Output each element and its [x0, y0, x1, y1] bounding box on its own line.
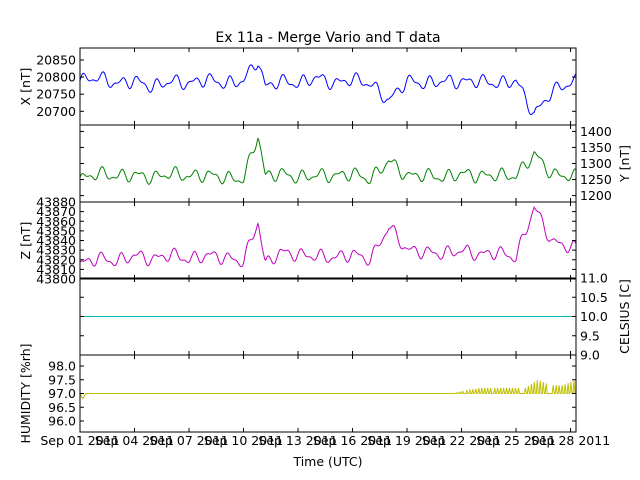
series-x: [80, 64, 576, 116]
panel-humidity: 96.096.597.097.598.0 HUMIDITY [%rh]: [18, 343, 577, 444]
y-tick-label: 10.5: [580, 290, 608, 305]
y-axis-label: CELSIUS [C]: [617, 279, 632, 354]
y-tick-label: 20700: [36, 104, 76, 119]
y-tick-label: 96.0: [48, 414, 76, 429]
y-axis-label: Y [nT]: [617, 145, 632, 183]
panel-z: 4380043810438204383043840438504386043870…: [18, 195, 577, 287]
x-tick-label: Sep 01 2011: [40, 433, 119, 448]
series-y: [80, 137, 576, 185]
axes-frame: [79, 124, 577, 203]
y-tick-label: 43870: [36, 204, 76, 219]
x-tick-label: Sep 25 2011: [476, 433, 555, 448]
x-tick-label: Sep 16 2011: [313, 433, 392, 448]
y-tick-label: 20800: [36, 70, 76, 85]
y-tick-label: 98.0: [48, 359, 76, 374]
y-tick-label: 1300: [580, 156, 612, 171]
y-axis-label: Z [nT]: [18, 222, 33, 260]
y-axis-label: HUMIDITY [%rh]: [18, 343, 33, 443]
y-tick-label: 1250: [580, 172, 612, 187]
y-tick-label: 43880: [36, 195, 76, 210]
y-tick-label: 96.5: [48, 400, 76, 415]
y-tick-label: 43810: [36, 262, 76, 277]
y-tick-label: 43820: [36, 252, 76, 267]
chart-title: Ex 11a - Merge Vario and T data: [215, 30, 440, 46]
y-tick-label: 20750: [36, 87, 76, 102]
y-tick-label: 43860: [36, 214, 76, 229]
x-tick-label: Sep 22 2011: [422, 433, 501, 448]
x-axis-label: Time (UTC): [292, 454, 362, 469]
y-tick-label: 43830: [36, 243, 76, 258]
x-tick-label: Sep 07 2011: [149, 433, 228, 448]
y-tick-label: 43850: [36, 223, 76, 238]
y-tick-label: 43800: [36, 272, 76, 287]
axes-frame: [79, 201, 577, 280]
y-tick-label: 9.0: [580, 348, 600, 363]
x-tick-label: Sep 13 2011: [258, 433, 337, 448]
series-z: [80, 206, 576, 268]
y-tick-label: 11.0: [580, 271, 608, 286]
y-tick-label: 1400: [580, 124, 612, 139]
x-tick-label: Sep 28 2011: [531, 433, 610, 448]
x-tick-label: Sep 04 2011: [95, 433, 174, 448]
y-tick-label: 20850: [36, 52, 76, 67]
series-humidity: [80, 380, 576, 400]
y-axis-label: X [nT]: [18, 68, 33, 106]
y-tick-label: 97.5: [48, 372, 76, 387]
panel-celsius: 9.0 9.5 10.0 10.5 11.0 CELSIUS [C]: [79, 271, 632, 363]
y-tick-label: 1350: [580, 140, 612, 155]
y-tick-label: 1200: [580, 188, 612, 203]
y-tick-label: 97.0: [48, 386, 76, 401]
y-tick-label: 10.0: [580, 309, 608, 324]
y-tick-label: 9.5: [580, 328, 600, 343]
x-tick-label: Sep 19 2011: [367, 433, 446, 448]
y-tick-label: 43840: [36, 233, 76, 248]
x-tick-label: Sep 10 2011: [204, 433, 283, 448]
